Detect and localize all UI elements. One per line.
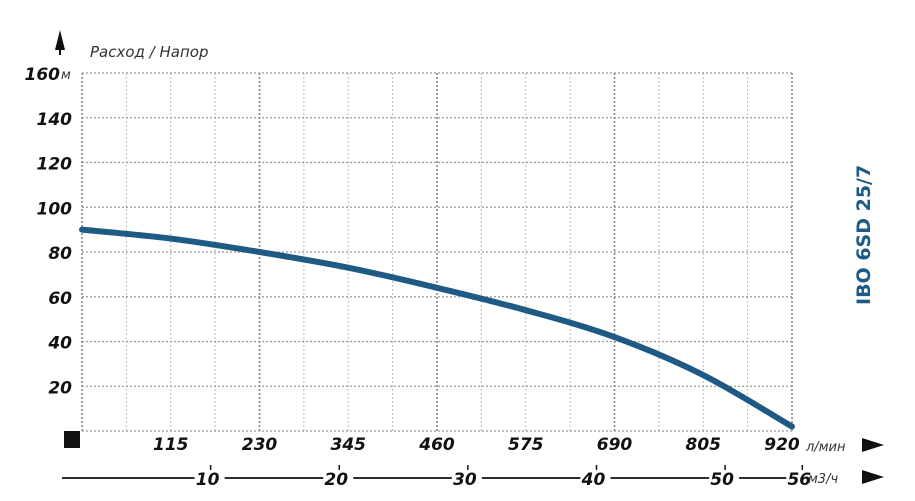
x2-tick-label: 50 xyxy=(710,470,734,490)
y-tick-label: 20 xyxy=(48,378,72,398)
y-tick-label: 160 xyxy=(25,65,61,85)
x-tick-label: 920 xyxy=(764,435,800,455)
x-tick-label: 805 xyxy=(686,435,722,455)
grid xyxy=(81,72,793,432)
x-tick-label: 115 xyxy=(153,435,189,455)
x2-unit: м3/ч xyxy=(808,472,838,487)
y-axis: 20 40 60 80 100 120 140 160 xyxy=(25,65,73,398)
x2-tick-label: 30 xyxy=(453,470,477,490)
y-tick-label: 40 xyxy=(47,334,72,354)
chart-title: IBO 6SD 25/7 xyxy=(853,165,875,305)
y-tick-label: 100 xyxy=(37,199,73,219)
y-tick-label: 140 xyxy=(37,110,73,130)
x-tick-label: 575 xyxy=(508,435,544,455)
origin-marker xyxy=(64,431,80,448)
x-tick-label: 345 xyxy=(331,435,367,455)
x-unit: л/мин xyxy=(805,440,846,455)
x2-tick-label: 40 xyxy=(581,470,606,490)
y-tick-label: 80 xyxy=(48,244,72,264)
x-tick-label: 460 xyxy=(418,435,455,455)
x-tick-label: 230 xyxy=(242,435,278,455)
x2-axis: 10 20 30 40 50 56 xyxy=(62,465,811,490)
x2-tick-label: 10 xyxy=(196,470,220,490)
y-tick-label: 120 xyxy=(37,155,73,175)
y-axis-title: Расход / Напор xyxy=(90,43,208,61)
y-tick-label: 60 xyxy=(48,289,72,309)
series-line xyxy=(79,226,795,430)
x-axis-arrow-icon xyxy=(862,438,884,452)
x2-axis-arrow-icon xyxy=(862,470,884,484)
x2-tick-label: 56 xyxy=(787,470,811,490)
x-tick-label: 690 xyxy=(597,435,633,455)
x2-tick-label: 20 xyxy=(324,470,348,490)
y-axis-arrow-icon xyxy=(55,30,65,50)
y-unit: м xyxy=(61,68,71,83)
x-axis: 115 230 345 460 575 690 805 920 xyxy=(153,435,800,455)
